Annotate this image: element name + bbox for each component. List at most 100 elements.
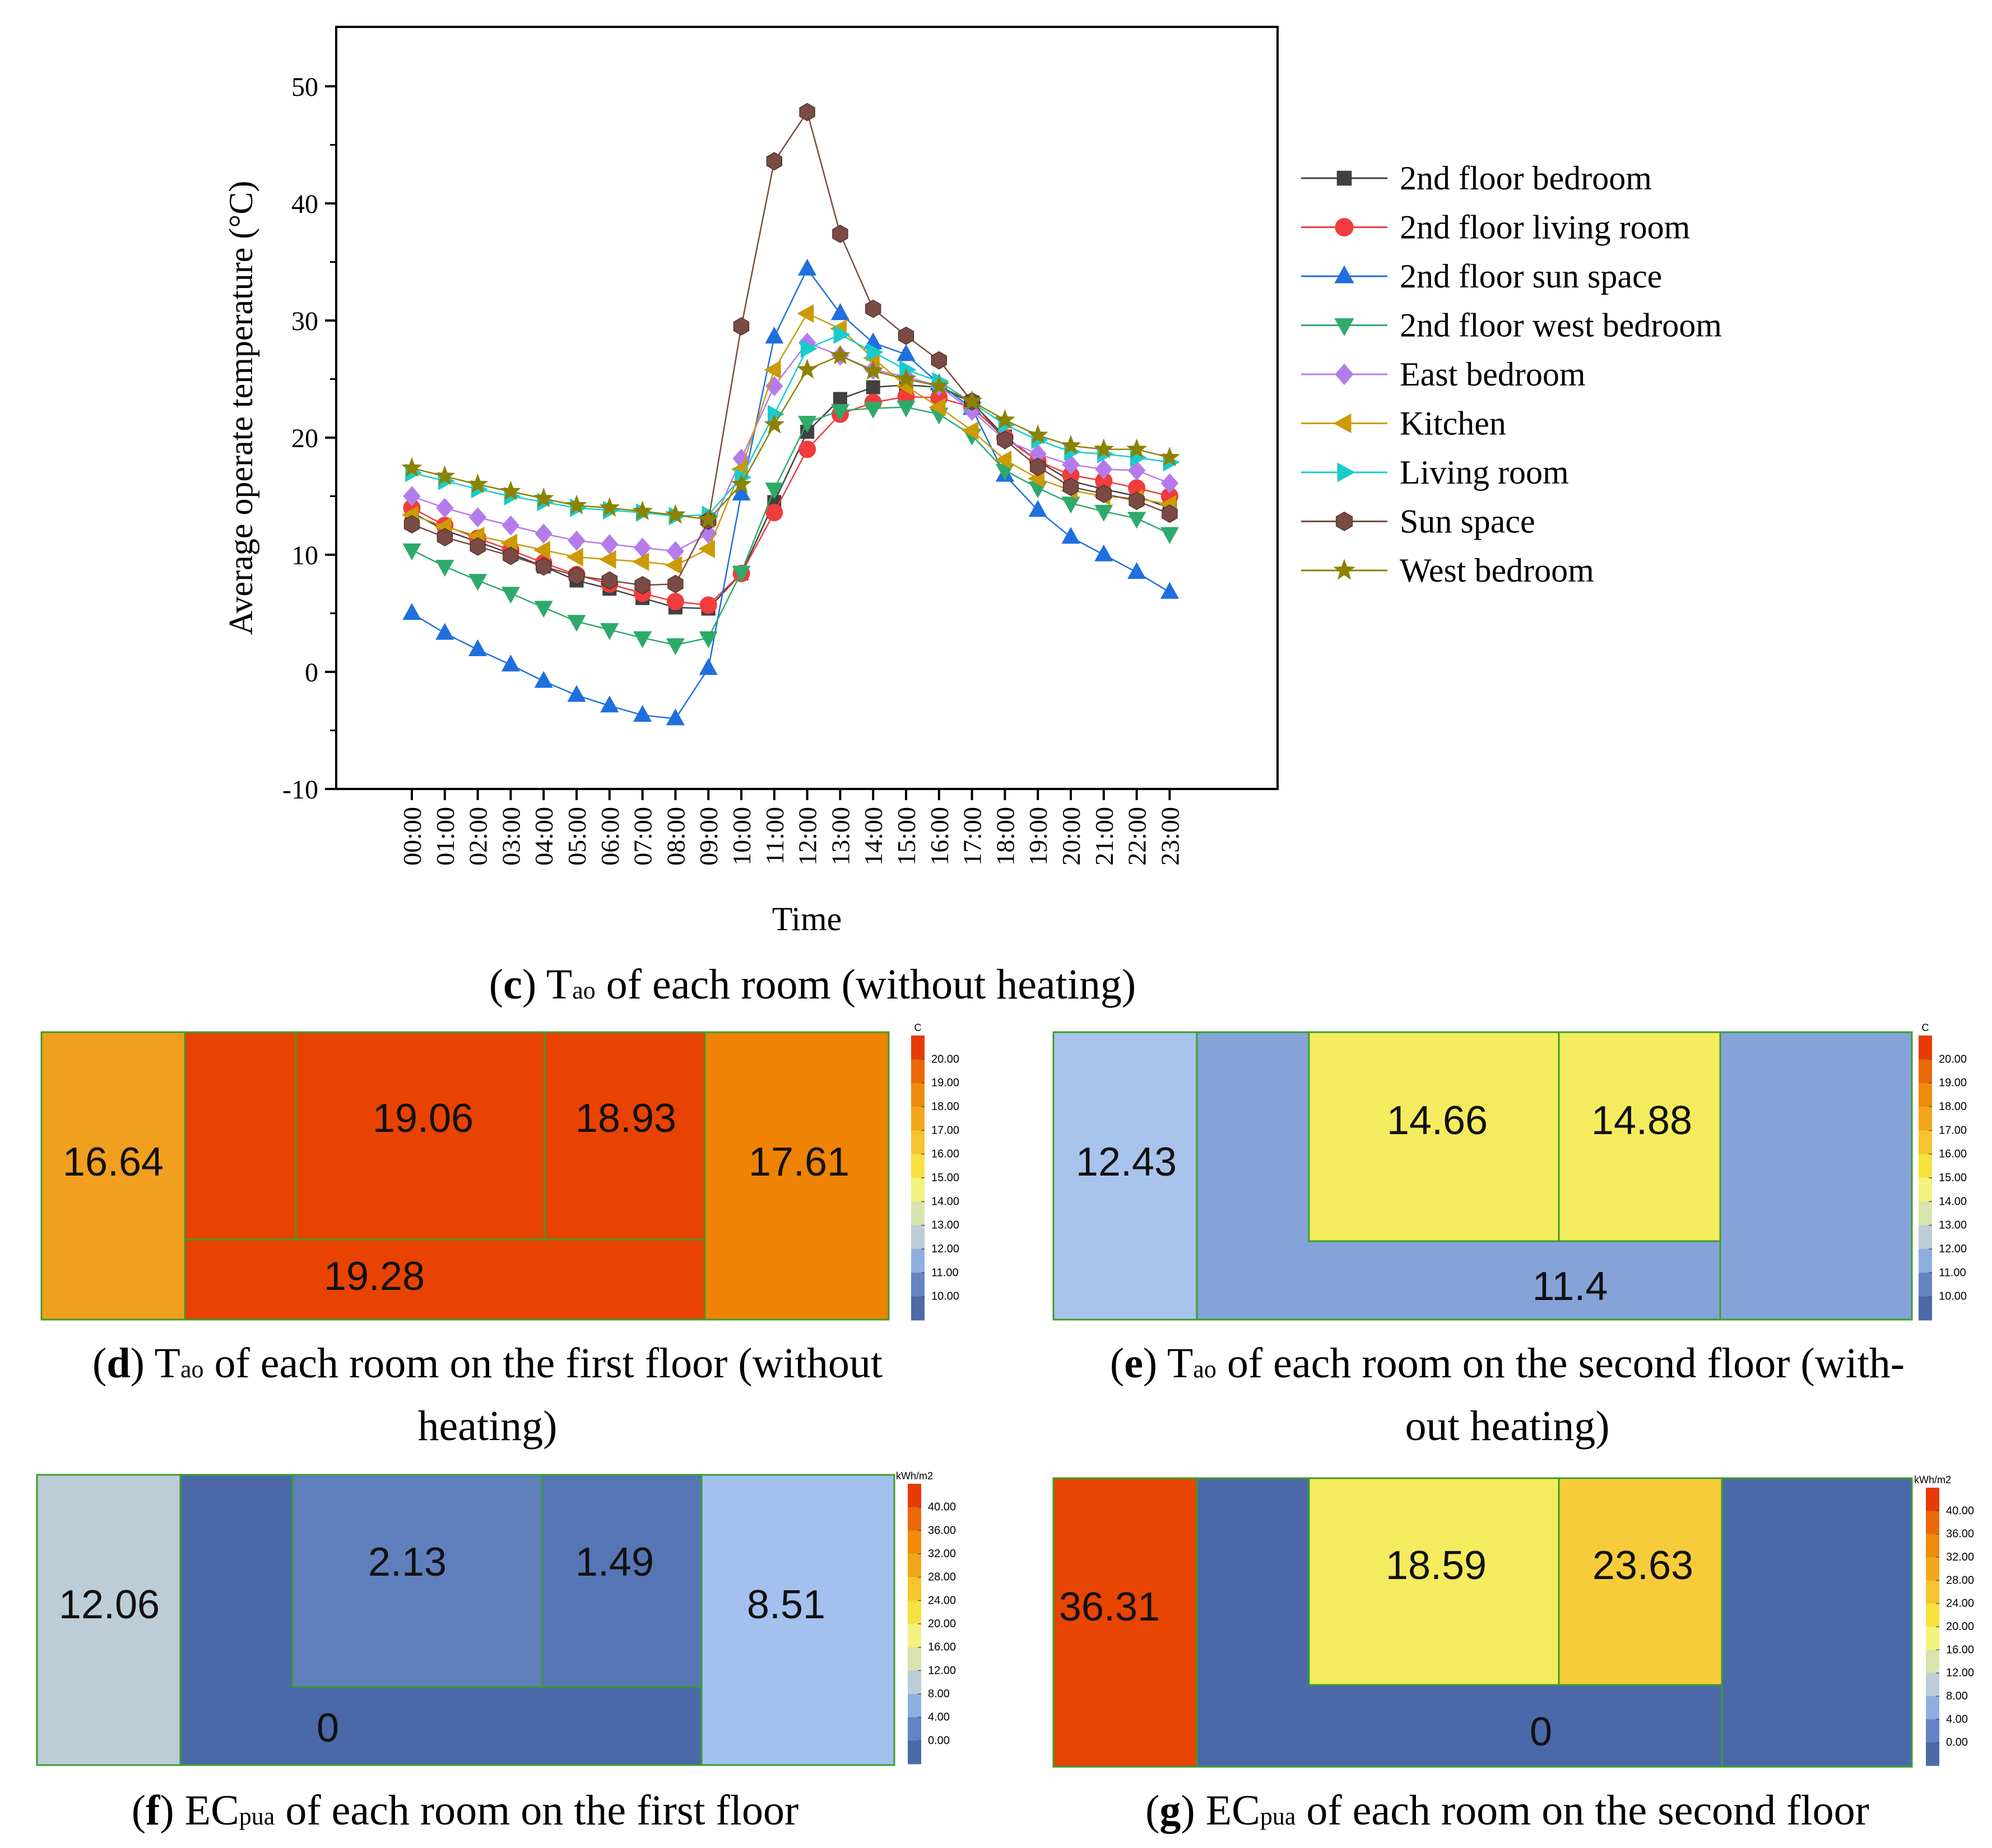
legend-tick-label: 19.00 xyxy=(931,1077,959,1089)
legend-tick-label: 36.00 xyxy=(928,1524,956,1536)
room-center-right xyxy=(541,1474,703,1688)
x-tick-label: 23:00 xyxy=(1155,807,1184,866)
data-point xyxy=(436,498,454,518)
legend-tick-label: 4.00 xyxy=(1946,1713,1968,1725)
data-point xyxy=(534,601,553,618)
data-point xyxy=(733,317,750,336)
caption-letter: g xyxy=(1159,1787,1181,1834)
data-point xyxy=(1334,265,1354,284)
legend-color-block xyxy=(1926,1742,1939,1766)
data-point xyxy=(568,530,586,551)
heatmap-second-floor-ecpua: 36.31 18.59 23.63 0 kWh/m2 40.00 36.00 32.00 28.… xyxy=(1052,1474,1974,1834)
caption-prefix: T xyxy=(536,961,572,1008)
room-value-center-right: 1.49 xyxy=(575,1540,654,1585)
data-point xyxy=(833,392,847,406)
data-point xyxy=(699,596,717,614)
data-point xyxy=(1160,582,1179,599)
room-value-east: 8.51 xyxy=(747,1582,825,1627)
legend-unit: C xyxy=(914,1022,922,1033)
data-point xyxy=(666,638,685,656)
data-point xyxy=(765,482,784,500)
x-tick-label: 10:00 xyxy=(727,807,756,866)
legend-tick-label: 18.00 xyxy=(1939,1101,1967,1113)
data-point xyxy=(1094,544,1113,561)
caption-paren-open: ( xyxy=(1110,1340,1124,1387)
data-point xyxy=(632,552,649,572)
data-point xyxy=(1335,218,1354,236)
room-west xyxy=(36,1474,182,1766)
data-point xyxy=(928,375,950,395)
data-point xyxy=(666,593,684,611)
room-value-center-right: 14.88 xyxy=(1591,1098,1692,1143)
legend-color-block xyxy=(911,1107,925,1131)
x-tick-label: 01:00 xyxy=(431,807,459,866)
x-tick-label: 06:00 xyxy=(596,807,624,866)
room-center-right xyxy=(1558,1031,1721,1242)
legend-label: 2nd floor living room xyxy=(1400,209,1690,246)
caption-paren-open: ( xyxy=(132,1787,146,1834)
caption-suffix: of each room on the first floor (without xyxy=(204,1340,883,1387)
data-point xyxy=(1336,170,1352,186)
legend-item: 2nd floor west bedroom xyxy=(1301,307,1722,344)
data-point xyxy=(501,654,520,672)
legend-label: Living room xyxy=(1400,454,1569,491)
legend-tick-label: 24.00 xyxy=(928,1594,956,1606)
legend-unit: kWh/m2 xyxy=(896,1470,933,1482)
caption-paren-open: ( xyxy=(1145,1787,1159,1834)
legend-color-block xyxy=(1919,1178,1932,1202)
x-tick-label: 16:00 xyxy=(925,807,954,866)
data-point xyxy=(667,574,684,593)
data-point xyxy=(566,547,583,567)
data-point xyxy=(895,368,917,388)
legend-color-block xyxy=(908,1577,921,1601)
data-point xyxy=(797,304,814,323)
legend-color-block xyxy=(1919,1273,1932,1297)
legend-color-block xyxy=(1919,1201,1932,1226)
room-value-center-left: 2.13 xyxy=(368,1540,447,1585)
y-tick-label: 0 xyxy=(305,658,318,688)
legend-item: East bedroom xyxy=(1301,356,1586,393)
legend-tick-label: 18.00 xyxy=(931,1101,959,1113)
data-point xyxy=(897,400,916,417)
x-tick-label: 21:00 xyxy=(1090,807,1118,866)
x-tick-label: 02:00 xyxy=(464,807,493,866)
legend-color-block xyxy=(1919,1296,1932,1321)
legend-color-block xyxy=(908,1554,921,1578)
legend-color-block xyxy=(908,1647,921,1671)
data-point xyxy=(766,152,782,171)
legend-tick-label: 15.00 xyxy=(1939,1172,1967,1184)
caption-prefix: T xyxy=(1157,1340,1193,1387)
data-point xyxy=(1159,447,1180,467)
legend-color-block xyxy=(1919,1059,1932,1084)
x-axis-ticks: 00:00 01:00 02:00 03:00 04:00 05:00 06:00 07:00… xyxy=(398,789,1184,866)
room-center xyxy=(184,1031,706,1321)
legend-item: 2nd floor bedroom xyxy=(1301,160,1652,197)
legend-tick-label: 12.00 xyxy=(928,1664,956,1677)
y-axis-ticks: -10 0 10 20 30 40 50 xyxy=(282,72,336,805)
data-point xyxy=(401,457,422,477)
legend-item: Living room xyxy=(1301,454,1569,491)
data-point xyxy=(567,685,586,702)
legend-tick-label: 20.00 xyxy=(928,1618,956,1630)
legend-label: Sun space xyxy=(1400,503,1535,540)
legend-tick-label: 32.00 xyxy=(1946,1551,1974,1563)
room-value-west: 16.64 xyxy=(63,1140,164,1185)
legend-tick-label: 0.00 xyxy=(928,1734,950,1747)
data-point xyxy=(533,487,554,508)
legend-color-block xyxy=(1926,1603,1939,1627)
data-point xyxy=(830,404,849,421)
legend-color-block xyxy=(1926,1673,1939,1697)
legend-color-block xyxy=(911,1059,925,1084)
legend-color-block xyxy=(1926,1511,1939,1535)
data-point xyxy=(1094,504,1113,522)
legend-color-block xyxy=(911,1036,925,1060)
data-point xyxy=(402,543,421,560)
data-point xyxy=(765,326,784,344)
data-point xyxy=(732,565,751,583)
caption-e-line2: out heating) xyxy=(1405,1403,1609,1450)
data-point xyxy=(1162,504,1178,523)
legend-color-block xyxy=(908,1624,921,1648)
legend-color-block xyxy=(911,1225,925,1250)
y-tick-label: 30 xyxy=(291,307,318,336)
data-point xyxy=(1333,559,1355,580)
